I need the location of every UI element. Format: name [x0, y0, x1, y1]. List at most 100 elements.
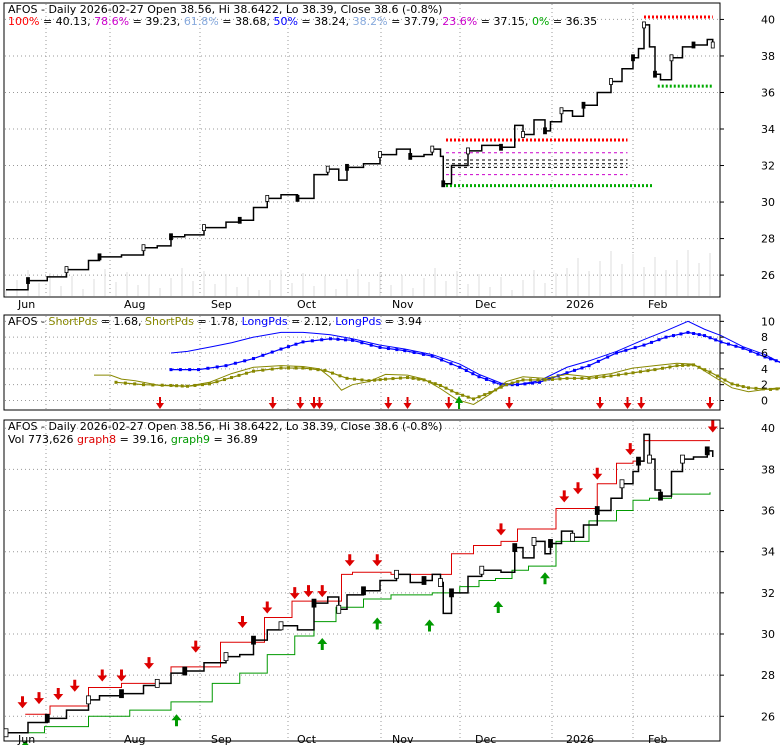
pds-marker-3-7-2	[294, 366, 298, 370]
pds-marker-1-1-2	[215, 365, 219, 369]
pds-marker-1-22-2	[714, 338, 718, 342]
pds-marker-1-14-0	[516, 383, 519, 387]
pds-marker-3-19-1	[510, 381, 514, 385]
price-bar-9	[169, 233, 173, 241]
pds-marker-1-19-2	[657, 338, 661, 342]
stops-down-arrow-0	[17, 696, 28, 709]
pds-marker-3-14-0	[422, 378, 426, 382]
pds-marker-1-3-1	[261, 353, 265, 357]
pds-marker-3-9-0	[323, 368, 327, 372]
pds-marker-1-11-1	[464, 368, 468, 372]
price-bar-51	[669, 54, 674, 62]
pds-marker-3-20-2	[536, 378, 540, 382]
pds-marker-3-29-1	[715, 374, 719, 378]
stops-down-arrow-6	[144, 657, 154, 670]
pds-marker-3-13-2	[417, 377, 421, 381]
pds-marker-1-14-1	[523, 382, 527, 386]
pds-marker-3-27-0	[675, 364, 679, 368]
pds-marker-3-6-0	[252, 369, 255, 373]
p3-xtick-2: Sep	[211, 733, 232, 745]
p3-xtick-3: Oct	[297, 733, 317, 745]
pds-marker-3-18-2	[499, 385, 503, 389]
p3-stat-3: graph9	[171, 433, 210, 446]
p2-title-1: ShortPds	[48, 315, 97, 328]
p2-title-6: = 2.12,	[288, 315, 336, 328]
stops-bar-48	[647, 454, 652, 464]
p3-stat-4: = 36.89	[210, 433, 258, 446]
p2-ytick-3: 6	[761, 347, 768, 360]
pds-marker-3-24-1	[616, 373, 620, 377]
volume-bars	[5, 250, 711, 296]
pds-down-arrow-9	[596, 397, 604, 409]
p1-ytick-2: 30	[761, 196, 775, 209]
pds-marker-1-24-0	[741, 346, 745, 350]
pds-marker-3-13-1	[411, 376, 415, 380]
p2-ytick-0: 0	[761, 395, 768, 408]
pds-marker-3-17-0	[472, 397, 475, 401]
pds-marker-1-23-0	[719, 340, 723, 344]
pds-marker-3-17-2	[483, 393, 487, 397]
stops-bar-52	[680, 454, 685, 464]
stops-down-arrow-4	[97, 669, 108, 682]
pds-marker-3-14-2	[433, 382, 437, 386]
stops-up-arrow-3	[372, 617, 383, 630]
pds-marker-3-21-1	[550, 377, 554, 381]
pds-marker-1-0-2	[188, 368, 192, 372]
pds-marker-1-12-0	[477, 375, 481, 379]
pds-marker-3-24-2	[624, 372, 628, 376]
price-bar-35	[521, 131, 525, 138]
price-panel-title: AFOS - Daily 2026-02-27 Open 38.56, Hi 3…	[8, 3, 442, 16]
pds-marker-1-25-0	[763, 355, 767, 359]
pds-down-arrow-0	[156, 397, 164, 409]
p2-ytick-2: 4	[761, 363, 768, 376]
p3-title-0: AFOS - Daily 2026-02-27 Open 38.56, Hi 3…	[8, 420, 442, 433]
pds-down-arrow-4	[315, 397, 324, 409]
pds-marker-1-9-1	[412, 351, 416, 355]
price-bar-5	[97, 253, 102, 261]
stops-bar-16	[278, 621, 284, 631]
price-bar-37	[543, 127, 547, 135]
pds-marker-3-5-1	[237, 373, 241, 377]
price-bar-31	[466, 147, 470, 155]
pds-marker-1-20-2	[679, 332, 683, 336]
p1-ytick-6: 38	[761, 50, 775, 63]
pds-marker-3-27-2	[686, 363, 690, 367]
pds-down-arrow-1	[268, 397, 277, 409]
pds-panel-title: AFOS - ShortPds = 1.68, ShortPds = 1.78,…	[8, 315, 422, 328]
price-bar-47	[642, 21, 646, 29]
fib-text-12: 0%	[532, 15, 549, 28]
price-bar-39	[559, 107, 564, 115]
pds-marker-1-2-0	[224, 364, 228, 368]
p3-ytick-6: 38	[761, 463, 775, 476]
stops-down-arrow-19	[625, 443, 636, 456]
pds-marker-3-4-2	[222, 378, 226, 382]
pds-marker-1-5-1	[310, 339, 314, 343]
p1-xtick-4: Nov	[392, 298, 414, 311]
pds-panel-grid	[5, 316, 719, 409]
pds-marker-3-12-0	[384, 377, 387, 381]
stops-down-arrow-15	[496, 523, 506, 536]
pds-marker-3-31-0	[747, 386, 750, 390]
pds-marker-1-17-2	[606, 355, 610, 359]
pds-marker-1-12-2	[492, 380, 496, 384]
pds-marker-1-2-2	[243, 359, 247, 363]
pds-marker-1-10-1	[440, 358, 444, 362]
pds-marker-1-1-0	[197, 368, 200, 372]
pds-marker-3-32-0	[769, 387, 772, 391]
pds-marker-1-0-1	[178, 368, 182, 372]
price-bar-33	[499, 143, 503, 151]
pds-down-arrow-11	[637, 397, 646, 409]
p2-ytick-1: 2	[761, 379, 768, 392]
pds-marker-3-22-1	[572, 376, 576, 380]
pds-marker-3-20-0	[521, 378, 525, 382]
stops-bar-46	[636, 456, 641, 466]
pds-marker-1-2-1	[233, 361, 237, 365]
pds-marker-1-21-0	[686, 330, 690, 334]
pds-marker-3-22-0	[565, 376, 569, 380]
pds-marker-3-26-0	[653, 368, 657, 372]
stops-bar-40	[570, 532, 575, 542]
pds-marker-1-20-0	[664, 335, 668, 339]
pds-marker-1-22-1	[708, 336, 712, 340]
pds-marker-1-7-1	[360, 341, 364, 345]
